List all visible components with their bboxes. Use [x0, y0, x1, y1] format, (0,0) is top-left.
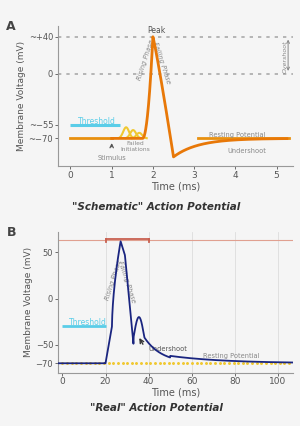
Y-axis label: Membrane Voltage (mV): Membrane Voltage (mV)	[17, 41, 26, 151]
Text: Rising Phase: Rising Phase	[105, 259, 124, 301]
Text: Threshold: Threshold	[69, 318, 107, 327]
Text: "Schematic" Action Potential: "Schematic" Action Potential	[72, 202, 240, 212]
Text: Resting Potential: Resting Potential	[202, 353, 259, 359]
Text: Falling Phase: Falling Phase	[117, 260, 137, 304]
Text: Falling Phase: Falling Phase	[152, 41, 171, 84]
Text: Resting Potential: Resting Potential	[208, 132, 265, 138]
Text: B: B	[6, 227, 16, 239]
X-axis label: Time (ms): Time (ms)	[151, 181, 200, 191]
Text: Rising Phase: Rising Phase	[136, 39, 155, 81]
Text: A: A	[6, 20, 16, 33]
Text: Undershoot: Undershoot	[148, 346, 188, 352]
Text: Threshold: Threshold	[78, 117, 116, 126]
Text: Failed
Initiations: Failed Initiations	[121, 141, 151, 152]
Text: Peak: Peak	[147, 26, 165, 35]
Y-axis label: Membrane Voltage (mV): Membrane Voltage (mV)	[24, 247, 33, 357]
X-axis label: Time (ms): Time (ms)	[151, 388, 200, 398]
Text: Overshoot: Overshoot	[283, 41, 288, 73]
Text: "Real" Action Potential: "Real" Action Potential	[90, 403, 222, 413]
Text: Stimulus: Stimulus	[97, 155, 126, 161]
Text: Undershoot: Undershoot	[227, 148, 266, 154]
